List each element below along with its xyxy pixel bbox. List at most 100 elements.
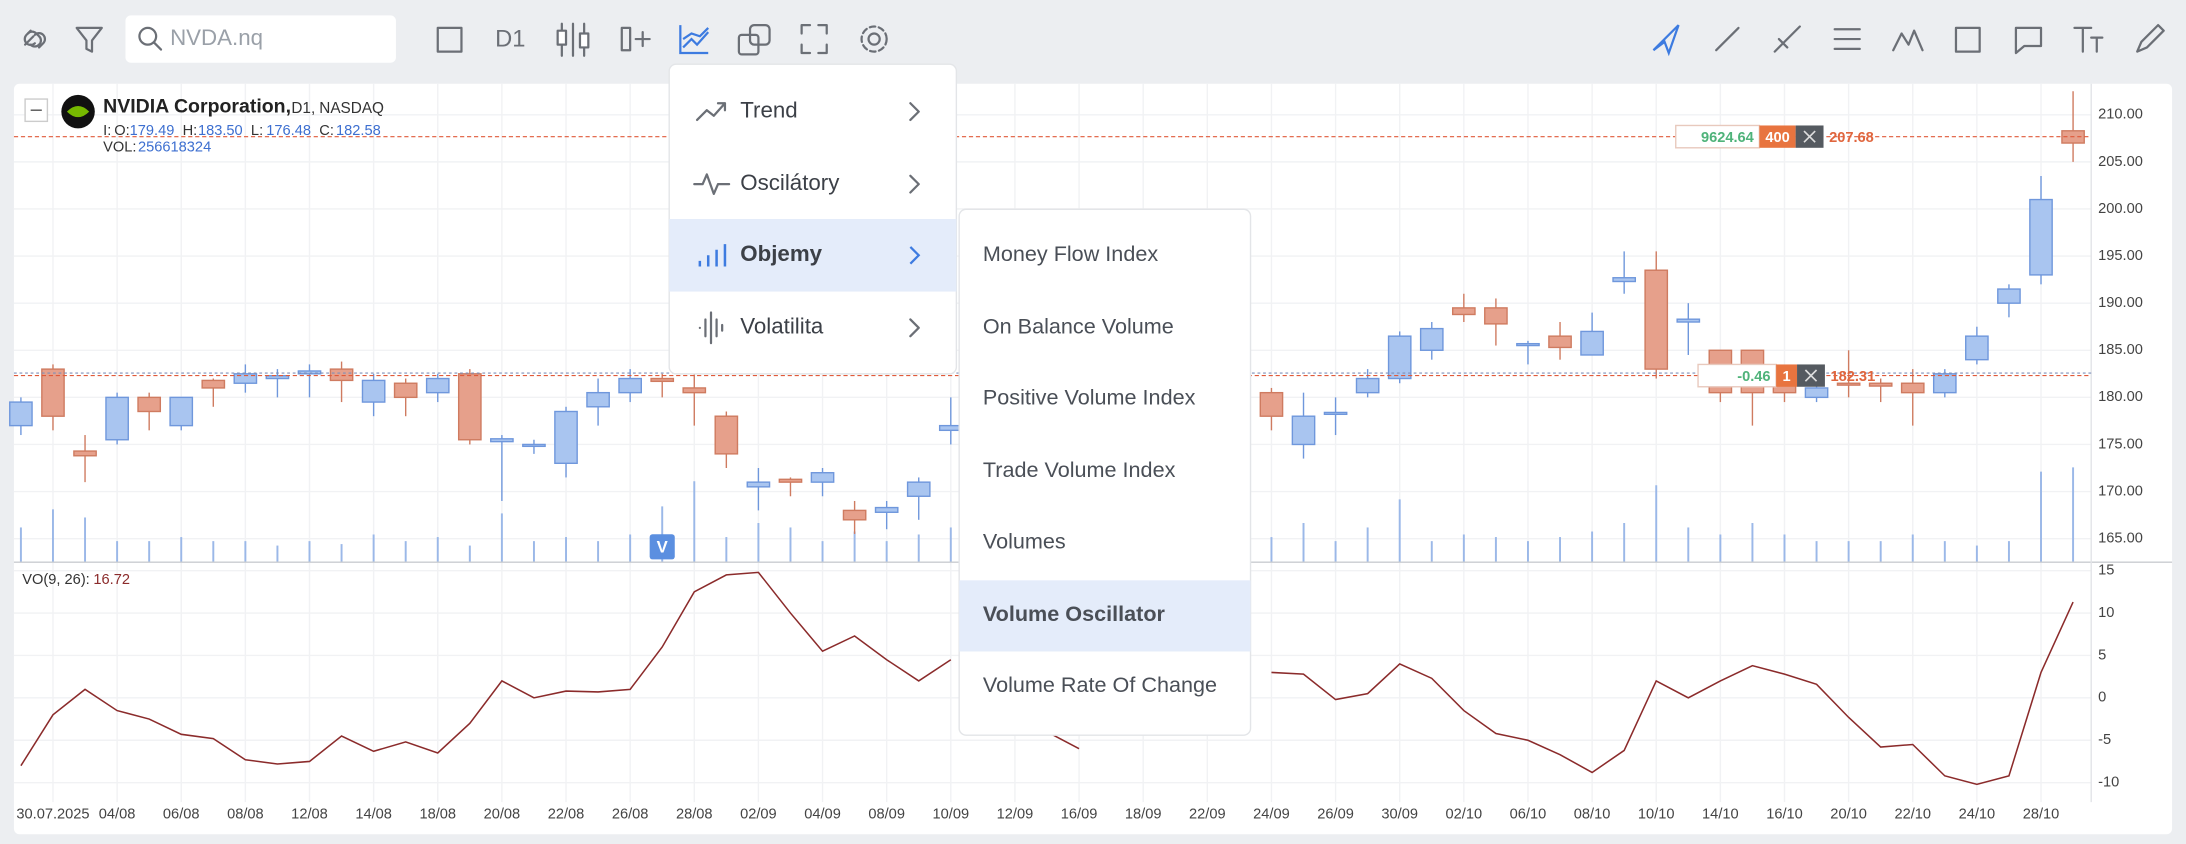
- ohlc-value: 179.49: [130, 123, 175, 139]
- x-tick-label: 20/10: [1830, 807, 1867, 823]
- x-tick-label: 12/09: [997, 807, 1034, 823]
- x-tick-label: 04/09: [804, 807, 841, 823]
- y-tick-label: 200.00: [2098, 201, 2143, 217]
- text-icon[interactable]: [2073, 26, 2104, 53]
- order-close-icon: [1804, 369, 1818, 382]
- candle-body: [586, 391, 610, 408]
- order-qty-box: [1759, 125, 1796, 148]
- indicator-value: 16.72: [93, 572, 130, 588]
- x-tick-label: 22/08: [548, 807, 585, 823]
- candle-body: [393, 382, 418, 399]
- candle-icon[interactable]: [556, 22, 590, 57]
- layers-icon[interactable]: [737, 23, 771, 56]
- ohlc-label: O:: [114, 123, 129, 139]
- submenu-item[interactable]: Volume Rate Of Change: [983, 672, 1217, 697]
- candle-body: [1516, 342, 1540, 347]
- candle-body: [1387, 335, 1412, 380]
- y-tick-label: 195.00: [2098, 248, 2143, 264]
- pattern-icon[interactable]: [1892, 29, 1924, 52]
- x-tick-label: 22/10: [1894, 807, 1931, 823]
- x-tick-label: 02/10: [1446, 807, 1483, 823]
- x-tick-label: 08/08: [227, 807, 264, 823]
- shape-icon[interactable]: [436, 26, 463, 53]
- y-tick-label: 0: [2098, 690, 2106, 706]
- y-tick-label: 180.00: [2098, 389, 2143, 405]
- submenu-item[interactable]: Volumes: [983, 528, 1066, 553]
- candle-body: [1676, 318, 1701, 323]
- fib-icon[interactable]: [1833, 28, 1861, 50]
- order-price: 182.31: [1830, 369, 1875, 385]
- ohlc-prefix: I:: [103, 123, 111, 139]
- candle-body: [329, 368, 354, 382]
- indicators-icon[interactable]: [679, 25, 710, 55]
- search-icon: [138, 26, 158, 46]
- brush-icon[interactable]: [2136, 23, 2165, 53]
- candle-body: [1451, 307, 1476, 316]
- search-box[interactable]: [125, 15, 396, 63]
- x-tick-label: 18/08: [419, 807, 456, 823]
- submenu-item[interactable]: Money Flow Index: [983, 241, 1158, 266]
- submenu-item[interactable]: Trade Volume Index: [983, 457, 1176, 482]
- order-qty: 1: [1783, 369, 1791, 385]
- settings-icon[interactable]: [860, 25, 888, 53]
- trend-icon: [695, 102, 727, 122]
- compare-icon[interactable]: [620, 26, 651, 52]
- link-icon[interactable]: [23, 29, 46, 49]
- plot: 30.07.2025 04/08 06/08 08/08 12/08 14/08 18/08…: [9, 83, 2143, 823]
- ohlc-label: L:: [251, 123, 263, 139]
- candle-body: [361, 379, 386, 403]
- rect-icon[interactable]: [1954, 26, 1981, 53]
- cursor-icon[interactable]: [1652, 24, 1680, 57]
- submenu-item-active[interactable]: Volume Oscillator: [983, 601, 1166, 626]
- candle-body: [746, 481, 771, 488]
- line-icon[interactable]: [1715, 26, 1740, 52]
- candle-body: [522, 443, 546, 448]
- candle-body: [105, 396, 129, 441]
- comment-icon[interactable]: [2014, 26, 2043, 55]
- x-tick-label: 10/09: [932, 807, 969, 823]
- submenu-item[interactable]: Positive Volume Index: [983, 385, 1196, 410]
- candle-body: [233, 373, 258, 384]
- candle-body: [1484, 307, 1508, 325]
- order-qty: 400: [1765, 130, 1789, 146]
- chevron: [909, 102, 920, 338]
- toolbar: NVDA.nq D1: [23, 15, 2165, 63]
- filter-icon[interactable]: [75, 26, 103, 53]
- volume-icon: [698, 244, 727, 267]
- candle-body: [1804, 387, 1829, 399]
- x-tick-label: 04/08: [99, 807, 136, 823]
- marker-box: [649, 534, 675, 560]
- order-pnl: 9624.64: [1701, 130, 1755, 146]
- candle-body: [1355, 377, 1380, 394]
- x-tick-label: 20/08: [484, 807, 521, 823]
- menu-item[interactable]: Oscilátory: [740, 170, 840, 195]
- candle-body: [1580, 330, 1604, 356]
- candle-body: [618, 377, 642, 394]
- timeframe[interactable]: D1: [495, 27, 525, 53]
- menu-item-active[interactable]: Objemy: [740, 241, 822, 266]
- order-price: 207.68: [1829, 130, 1874, 146]
- menu-item[interactable]: Volatilita: [740, 314, 824, 339]
- x-tick-label: 08/10: [1574, 807, 1611, 823]
- candle-body: [778, 478, 803, 483]
- fullscreen-icon[interactable]: [800, 23, 828, 55]
- ohlc-label: H:: [183, 123, 198, 139]
- x-tick-label: 30.07.2025: [16, 807, 89, 823]
- candle-body: [1291, 415, 1316, 446]
- candle-body: [714, 415, 739, 455]
- order-pnl: -0.46: [1737, 369, 1770, 385]
- candle-body: [265, 375, 290, 380]
- volatility-icon: [698, 311, 724, 345]
- channel-icon[interactable]: [1773, 25, 1801, 53]
- submenu-item[interactable]: On Balance Volume: [983, 314, 1174, 339]
- order-qty-box: [1776, 364, 1798, 387]
- menu-item[interactable]: Trend: [740, 97, 797, 122]
- candle-body: [650, 377, 675, 383]
- submenu-active-row: [959, 580, 1251, 652]
- candle-body: [810, 472, 835, 483]
- candle-body: [1259, 391, 1284, 417]
- candle-body: [73, 450, 97, 457]
- search-icon: [152, 41, 163, 51]
- ohlc-label: C:: [319, 123, 334, 139]
